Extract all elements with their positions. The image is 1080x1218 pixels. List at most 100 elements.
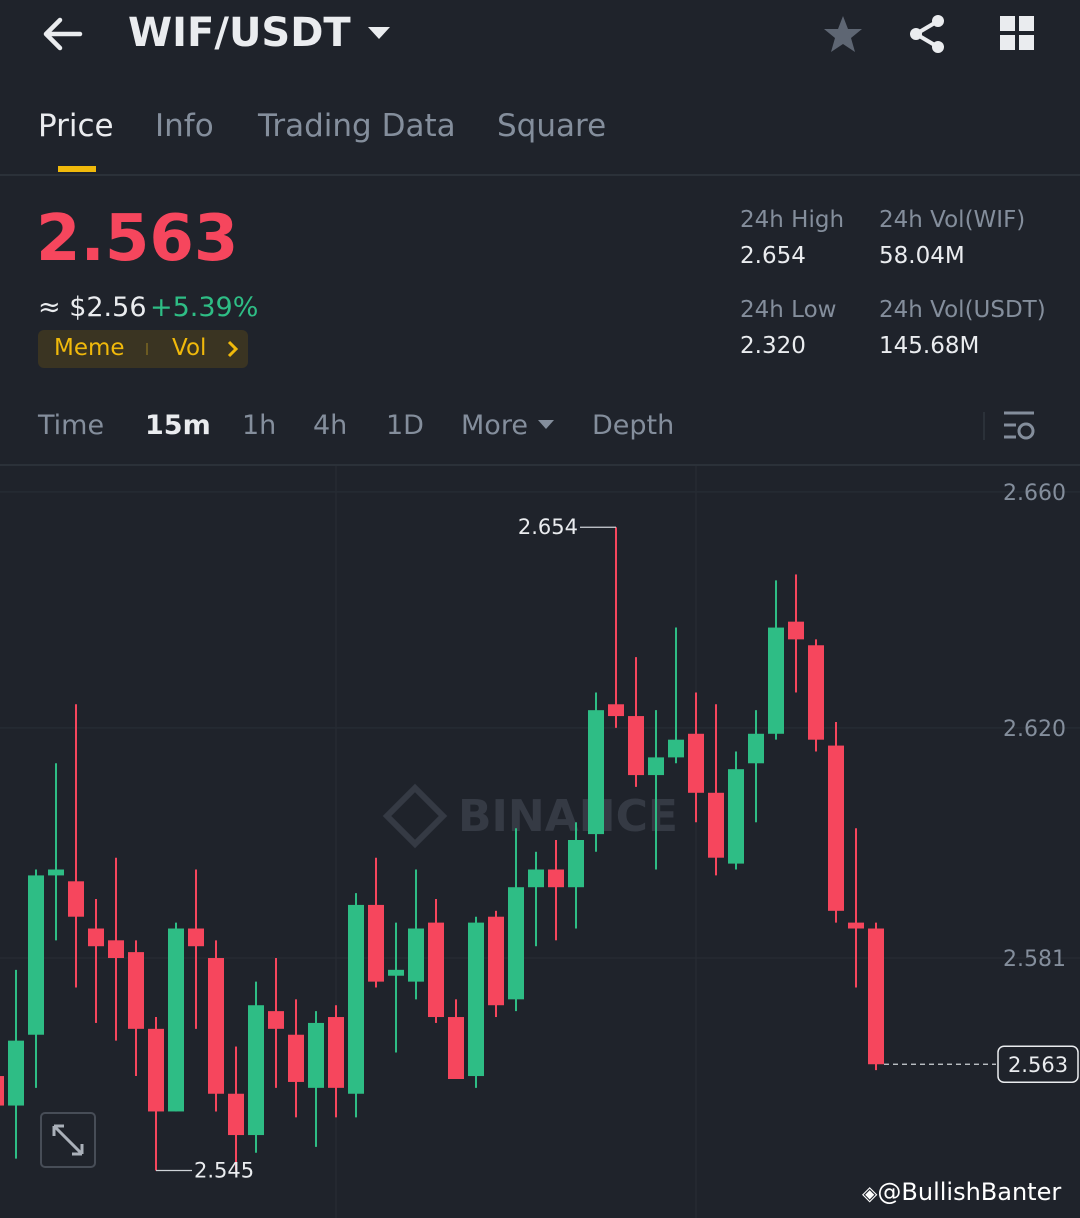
candle-body (768, 627, 784, 734)
candle-body (368, 904, 384, 982)
pair-title[interactable]: WIF/USDT (128, 10, 351, 56)
stat-value: 58.04M (879, 243, 965, 269)
fullscreen-button[interactable] (40, 1112, 96, 1168)
candle-body (8, 1040, 24, 1106)
candle-body (88, 928, 104, 947)
candle-body (808, 645, 824, 740)
candle-body (788, 621, 804, 640)
tab[interactable]: Price (38, 108, 114, 144)
chart-settings-icon[interactable] (1002, 410, 1038, 442)
stat-value: 2.654 (740, 243, 806, 269)
divider (0, 464, 1080, 466)
credit: ◈@BullishBanter (862, 1178, 1061, 1206)
candle-body (168, 928, 184, 1112)
last-price-box (997, 1045, 1079, 1083)
candle-body (708, 792, 724, 858)
candle-body (0, 1076, 4, 1106)
stat-label: 24h Low (740, 297, 837, 323)
candle-body (848, 922, 864, 929)
candle-body (288, 1034, 304, 1082)
tag-box[interactable] (38, 330, 248, 368)
candle-body (568, 840, 584, 888)
y-tick-label: 2.581 (1003, 947, 1066, 972)
watermark-logo (382, 783, 448, 849)
candle-body (28, 875, 44, 1035)
price-change: +5.39% (150, 292, 259, 323)
interval[interactable]: Depth (592, 410, 675, 441)
interval[interactable]: Time (38, 410, 105, 441)
stat-label: 24h Vol(USDT) (879, 297, 1046, 323)
candle-body (248, 1005, 264, 1136)
favorite-icon[interactable] (822, 14, 864, 54)
more-caret (538, 420, 554, 429)
divider (0, 174, 1080, 176)
stat-label: 24h High (740, 207, 845, 233)
tab[interactable]: Trading Data (258, 108, 456, 144)
tab[interactable]: Square (497, 108, 607, 144)
candle-body (388, 969, 404, 976)
candlestick-chart: BINANCE 2.660 2.620 2.581 2.654 2.545 2.563 (0, 466, 1080, 1218)
divider (983, 412, 985, 440)
credit-icon: ◈ (862, 1181, 878, 1205)
candle-body (48, 869, 64, 876)
candle-body (228, 1093, 244, 1136)
last-price-label: 2.563 (1008, 1053, 1068, 1077)
candle-body (188, 928, 204, 947)
candle-body (828, 745, 844, 911)
pair-dropdown[interactable] (366, 24, 392, 42)
last-price: 2.563 (36, 202, 239, 276)
stat-value: 145.68M (879, 333, 980, 359)
candle-body (628, 716, 644, 776)
tag-chevron (227, 340, 239, 358)
low-label: 2.545 (194, 1158, 254, 1182)
interval[interactable]: 15m (145, 410, 211, 441)
candle-body (748, 733, 764, 764)
candle-body (348, 904, 364, 1094)
candle-body (328, 1017, 344, 1088)
tab[interactable]: Info (155, 108, 214, 144)
candle-body (308, 1022, 324, 1088)
candle-body (528, 869, 544, 888)
back-button[interactable] (40, 14, 86, 54)
candle-body (548, 869, 564, 888)
candle-body (268, 1011, 284, 1029)
candle-body (648, 757, 664, 776)
tab-indicator (58, 166, 96, 172)
candle-body (508, 887, 524, 1000)
layout-icon[interactable] (1000, 16, 1036, 52)
stat-value: 2.320 (740, 333, 806, 359)
candle-body (128, 952, 144, 1029)
tag-separator (146, 343, 148, 355)
candle-body (608, 704, 624, 717)
stat-label: 24h Vol(WIF) (879, 207, 1026, 233)
tag[interactable]: Vol (172, 335, 207, 361)
candle-body (728, 769, 744, 864)
interval[interactable]: 1h (242, 410, 277, 441)
interval[interactable]: 1D (386, 410, 424, 441)
candle-body (468, 922, 484, 1077)
candle-body (668, 739, 684, 758)
candle-body (448, 1017, 464, 1079)
candle-body (588, 710, 604, 835)
y-tick-label: 2.660 (1003, 481, 1066, 506)
watermark: BINANCE (458, 791, 678, 842)
credit-text: @BullishBanter (877, 1178, 1062, 1206)
candle-body (868, 928, 884, 1065)
interval[interactable]: More (461, 410, 528, 441)
candle-body (208, 958, 224, 1094)
candle-body (68, 881, 84, 917)
high-label: 2.654 (518, 515, 578, 539)
candle-body (108, 940, 124, 959)
candle-body (148, 1028, 164, 1112)
share-icon[interactable] (908, 14, 948, 54)
candle-body (428, 922, 444, 1018)
tag[interactable]: Meme (54, 335, 125, 361)
watermark-group: BINANCE (382, 783, 678, 849)
y-tick-label: 2.620 (1003, 717, 1066, 742)
candle-body (688, 733, 704, 793)
fiat-price: ≈ $2.56 (38, 292, 147, 323)
candle-body (408, 928, 424, 982)
candle-body (488, 916, 504, 1006)
interval[interactable]: 4h (313, 410, 348, 441)
